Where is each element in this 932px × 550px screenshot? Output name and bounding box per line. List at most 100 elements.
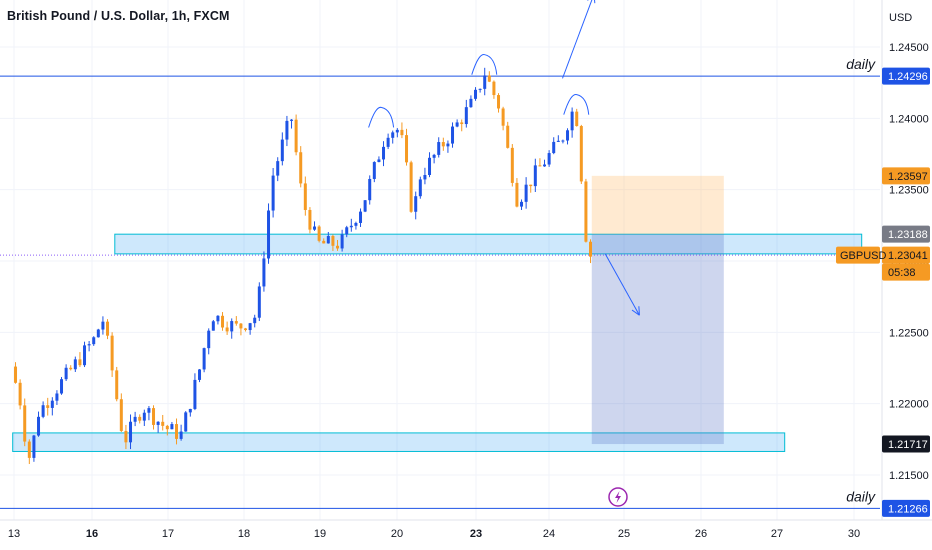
candle-body: [165, 425, 169, 430]
candle-body: [556, 140, 560, 142]
trend-arrow-line: [604, 253, 640, 316]
candle-body: [280, 139, 284, 162]
trend-arrow-line: [562, 0, 593, 79]
zone-layer: [12, 233, 863, 452]
candle-body: [570, 111, 574, 131]
pattern-arc: [563, 94, 590, 115]
time-tick-label: 17: [162, 528, 174, 540]
candle-body: [285, 120, 289, 140]
candle-body: [382, 146, 386, 160]
candle-body: [326, 236, 330, 244]
candle-body: [225, 327, 229, 332]
time-tick-label: 25: [618, 528, 630, 540]
candle-body: [110, 335, 114, 371]
candle-body: [363, 200, 367, 212]
candle-body: [184, 412, 188, 432]
candle-body: [492, 81, 496, 96]
candle-body: [451, 126, 455, 144]
candle-body: [474, 89, 478, 99]
candle-body: [405, 135, 409, 163]
price-tag-last-price: [882, 246, 930, 264]
candle-body: [248, 323, 252, 331]
candle-body: [322, 240, 326, 244]
time-tick-label: 30: [848, 528, 860, 540]
candle-body: [377, 159, 381, 163]
candle-body: [27, 441, 31, 458]
stop-loss-area[interactable]: [591, 175, 724, 235]
candle-body: [533, 165, 537, 187]
price-tag-text: 1.23188: [888, 229, 928, 241]
candle-body: [14, 366, 18, 383]
candle-body: [543, 164, 547, 167]
candle-body: [418, 179, 422, 197]
price-tag-countdown: [882, 263, 930, 281]
drawings: [368, 0, 640, 507]
zone-demand: [12, 432, 786, 452]
candle-body: [349, 225, 353, 228]
candle-body: [129, 421, 133, 443]
candle-body: [267, 210, 271, 259]
price-tag-text: 1.24296: [888, 71, 928, 83]
price-tag-text: 1.23597: [888, 171, 928, 183]
candle-body: [423, 175, 427, 180]
price-tick-label: 1.24000: [889, 113, 929, 125]
candle-body: [428, 157, 432, 176]
price-tag-daily-high: [882, 67, 930, 85]
candle-body: [276, 161, 280, 176]
candle-body: [469, 98, 473, 108]
candle-body: [317, 226, 321, 241]
candle-body: [83, 345, 87, 366]
candle-body: [303, 183, 307, 210]
chart-title: British Pound / U.S. Dollar, 1h, FXCM: [7, 9, 230, 23]
candle-body: [46, 405, 50, 408]
candle-body: [400, 129, 404, 136]
candle-body: [290, 119, 294, 121]
candle-body: [354, 222, 358, 226]
daily-label: daily: [846, 56, 876, 72]
daily-levels: daily daily: [0, 56, 880, 509]
arrow-head: [631, 309, 640, 316]
price-tag-target: [882, 435, 930, 453]
candle-body: [441, 142, 445, 147]
candle-body: [142, 412, 146, 421]
candle-body: [207, 330, 211, 349]
candle-body: [87, 344, 91, 346]
time-tick-label: 18: [238, 528, 250, 540]
price-tag-text: 1.23041: [888, 250, 928, 262]
time-tick-label: 13: [8, 528, 20, 540]
candle-body: [368, 178, 372, 201]
candle-body: [566, 130, 570, 141]
short-position-tool[interactable]: [591, 175, 724, 445]
candle-body: [55, 393, 59, 401]
symbol-tag-text: GBPUSD: [840, 250, 887, 262]
candle-body: [133, 416, 137, 422]
candlestick-series: [14, 67, 593, 465]
candle-body: [584, 181, 588, 242]
candle-body: [515, 182, 519, 207]
zone-support-resistance: [114, 233, 863, 255]
candle-body: [308, 209, 312, 230]
candle-body: [193, 379, 197, 409]
price-tick-label: 1.22500: [889, 327, 929, 339]
candle-body: [409, 162, 413, 212]
candle-body: [529, 184, 533, 187]
price-tick-label: 1.23500: [889, 185, 929, 197]
candle-body: [271, 175, 275, 211]
time-tick-label: 24: [543, 528, 555, 540]
candle-body: [262, 258, 266, 287]
currency-label: USD: [889, 12, 912, 24]
candle-body: [299, 152, 303, 184]
candle-body: [437, 142, 441, 155]
candle-body: [331, 236, 335, 246]
candle-body: [414, 196, 418, 212]
candle-body: [575, 111, 579, 127]
candle-body: [501, 108, 505, 126]
candle-body: [37, 416, 41, 436]
candle-body: [257, 286, 261, 318]
candle-body: [156, 421, 160, 425]
candle-body: [253, 317, 257, 324]
candle-body: [395, 129, 399, 133]
pattern-arc: [471, 54, 498, 75]
